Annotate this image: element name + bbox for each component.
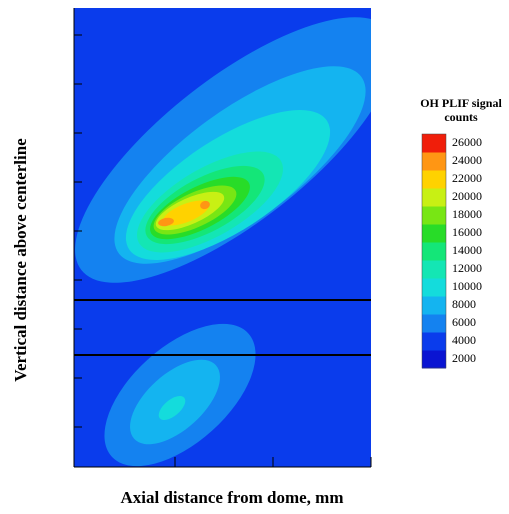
colorbar-label: 10000 xyxy=(452,279,482,293)
contour-region xyxy=(200,200,210,210)
colorbar-swatch xyxy=(422,350,446,369)
colorbar-label: 26000 xyxy=(452,135,482,149)
colorbar-swatch xyxy=(422,170,446,189)
colorbar-swatch xyxy=(422,314,446,333)
axes xyxy=(73,8,372,468)
contour-region xyxy=(158,217,174,227)
colorbar-swatch xyxy=(422,278,446,297)
colorbar-label: 14000 xyxy=(452,243,482,257)
colorbar-swatch xyxy=(422,134,446,153)
colorbar-label: 22000 xyxy=(452,171,482,185)
colorbar-swatch xyxy=(422,296,446,315)
colorbar-label: 16000 xyxy=(452,225,482,239)
contour-region xyxy=(158,396,186,420)
contour-region xyxy=(162,200,210,226)
annotation-lines xyxy=(74,299,371,356)
contour-field xyxy=(74,8,371,467)
colorbar-label: 2000 xyxy=(452,351,476,365)
colorbar-swatch xyxy=(422,188,446,207)
colorbar-label: 4000 xyxy=(452,333,476,347)
colorbar-label: 12000 xyxy=(452,261,482,275)
colorbar-swatch xyxy=(422,242,446,261)
colorbar-swatch xyxy=(422,260,446,279)
colorbar-label: 20000 xyxy=(452,189,482,203)
y-axis-title: Vertical distance above centerline xyxy=(11,138,30,382)
colorbar-swatch xyxy=(422,206,446,225)
colorbar-swatch xyxy=(422,152,446,171)
colorbar: 2000 4000 6000 8000 10000 12000 14000 16000 1800… xyxy=(421,133,482,369)
x-axis-title: Axial distance from dome, mm xyxy=(120,488,343,507)
colorbar-swatch xyxy=(422,224,446,243)
colorbar-label: 6000 xyxy=(452,315,476,329)
colorbar-label: 8000 xyxy=(452,297,476,311)
colorbar-label: 24000 xyxy=(452,153,482,167)
colorbar-swatch xyxy=(422,332,446,351)
colorbar-title: OH PLIF signal counts xyxy=(420,96,502,124)
colorbar-frame xyxy=(421,133,447,369)
colorbar-label: 18000 xyxy=(452,207,482,221)
